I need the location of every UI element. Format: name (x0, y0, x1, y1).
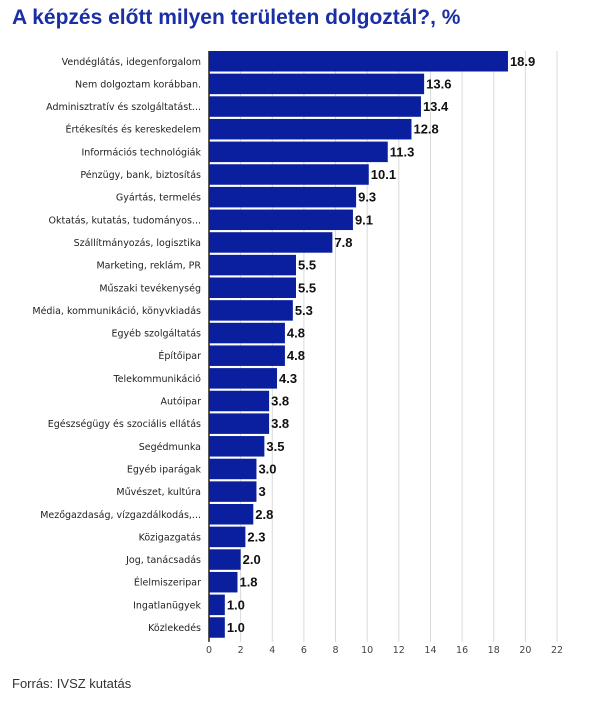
bar (209, 277, 296, 298)
value-label: 3.8 (271, 416, 289, 431)
category-label: Közlekedés (148, 623, 201, 634)
bar (209, 322, 285, 344)
x-tick-label: 18 (488, 645, 500, 656)
category-label: Vendéglátás, idegenforgalom (62, 57, 201, 68)
bar (209, 141, 388, 163)
value-label: 2.3 (247, 529, 265, 544)
category-label: Műszaki tevékenység (99, 283, 201, 294)
category-label: Gyártás, termelés (116, 193, 201, 204)
value-label: 3.5 (266, 439, 284, 454)
bar (209, 549, 241, 570)
category-label: Oktatás, kutatás, tudományos... (48, 215, 201, 226)
x-tick-label: 8 (333, 645, 339, 656)
bar (209, 209, 353, 231)
category-label: Közigazgatás (139, 532, 201, 543)
value-label: 4.8 (287, 326, 305, 341)
bar (209, 526, 246, 548)
value-label: 13.4 (423, 99, 449, 114)
category-label: Élelmiszeripar (134, 577, 201, 589)
category-label: Marketing, reklám, PR (96, 261, 201, 272)
category-label: Egyéb iparágak (127, 464, 202, 475)
category-label: Segédmunka (139, 442, 201, 453)
category-label: Pénzügy, bank, biztosítás (80, 170, 201, 181)
x-tick-label: 6 (301, 645, 307, 656)
category-label: Ingatlanügyek (133, 600, 201, 611)
x-tick-label: 0 (206, 645, 212, 656)
value-label: 9.1 (355, 212, 373, 227)
value-label: 2.8 (255, 507, 273, 522)
category-label: Egyéb szolgáltatás (112, 329, 202, 340)
value-label: 5.5 (298, 258, 316, 273)
bar (209, 571, 238, 593)
value-label: 12.8 (413, 122, 438, 137)
value-label: 10.1 (371, 167, 396, 182)
category-label: Információs technológiák (81, 147, 201, 158)
category-label: Autóipar (161, 397, 202, 408)
bar (209, 186, 357, 208)
bar (209, 254, 296, 276)
value-label: 11.3 (390, 144, 415, 159)
bar (209, 300, 293, 321)
bar (209, 345, 285, 366)
category-label: Művészet, kultúra (116, 487, 201, 498)
x-tick-label: 4 (269, 645, 275, 656)
value-label: 18.9 (510, 54, 535, 69)
category-label: Telekommunikáció (112, 374, 201, 385)
x-tick-label: 16 (456, 645, 468, 656)
bar (209, 390, 270, 412)
x-tick-label: 10 (361, 645, 373, 656)
value-label: 1.0 (227, 597, 245, 612)
x-tick-label: 14 (424, 645, 436, 656)
value-label: 5.5 (298, 280, 316, 295)
value-label: 13.6 (426, 76, 451, 91)
category-label: Egészségügy és szociális ellátás (48, 419, 201, 430)
value-label: 1.0 (227, 620, 245, 635)
category-label: Szállítmányozás, logisztika (74, 238, 201, 249)
value-label: 5.3 (295, 303, 313, 318)
chart-title: A képzés előtt milyen területen dolgoztá… (12, 6, 461, 29)
bar (209, 164, 369, 185)
value-label: 3.8 (271, 394, 289, 409)
bar (209, 617, 225, 638)
value-label: 3.0 (258, 461, 276, 476)
source-note: Forrás: IVSZ kutatás (12, 676, 132, 691)
x-tick-label: 20 (519, 645, 531, 656)
value-label: 1.8 (239, 575, 257, 590)
category-label: Értékesítés és kereskedelem (65, 124, 201, 136)
x-tick-label: 22 (551, 645, 563, 656)
value-label: 9.3 (358, 190, 376, 205)
category-label: Adminisztratív és szolgáltatást... (46, 102, 201, 113)
value-label: 7.8 (334, 235, 352, 250)
category-label: Média, kommunikáció, könyvkiadás (32, 306, 201, 317)
bar (209, 368, 278, 389)
bar (209, 73, 425, 95)
bar (209, 481, 257, 502)
bar (209, 232, 333, 253)
bar (209, 413, 270, 434)
value-label: 4.8 (287, 348, 305, 363)
bar (209, 436, 265, 457)
x-tick-label: 2 (238, 645, 244, 656)
bar (209, 594, 225, 616)
x-tick-label: 12 (393, 645, 405, 656)
value-label: 4.3 (279, 371, 297, 386)
value-label: 3 (258, 484, 265, 499)
bar (209, 118, 412, 140)
category-label: Nem dolgoztam korábban. (75, 79, 201, 90)
value-label: 2.0 (243, 552, 261, 567)
category-label: Építőipar (158, 350, 201, 362)
bar (209, 504, 254, 525)
bar (209, 458, 257, 480)
bar (209, 51, 508, 72)
category-label: Mezőgazdaság, vízgazdálkodás,... (40, 510, 201, 521)
bar (209, 96, 421, 117)
category-label: Jog, tanácsadás (125, 555, 201, 566)
